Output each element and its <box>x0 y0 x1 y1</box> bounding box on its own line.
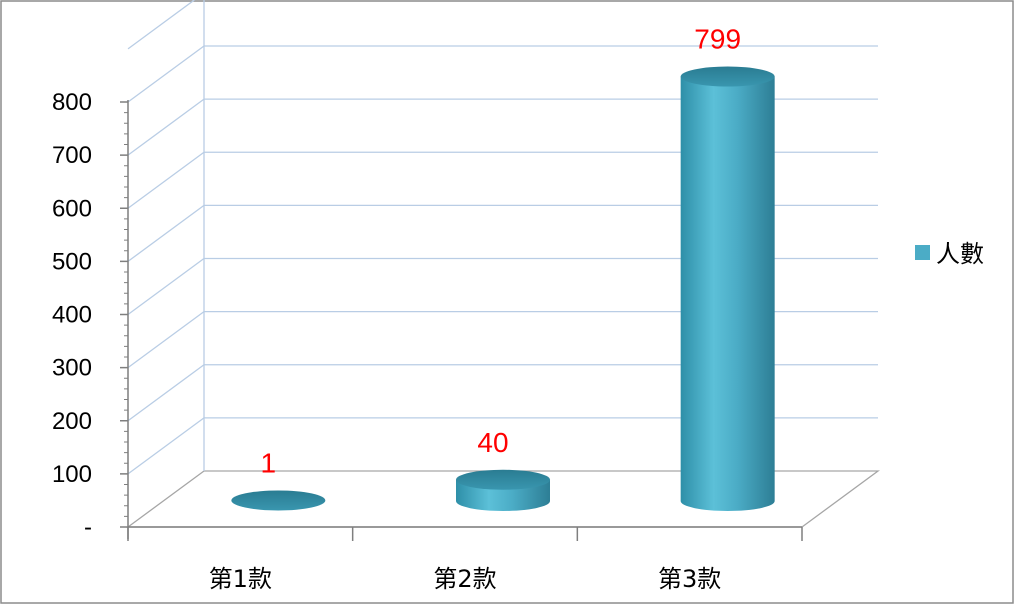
legend: 人數 <box>915 240 984 268</box>
x-tick-label: 第2款 <box>433 565 496 593</box>
data-label: 799 <box>694 24 741 55</box>
gridline-side <box>127 204 205 262</box>
y-tick-label: 700 <box>52 142 92 169</box>
data-label: 1 <box>261 447 277 478</box>
gridline-side <box>127 364 205 422</box>
y-tick-label: 200 <box>52 408 92 435</box>
bar <box>680 66 775 512</box>
x-tick-label: 第3款 <box>658 565 721 593</box>
legend-label: 人數 <box>936 240 984 268</box>
gridline-side <box>127 257 205 316</box>
bar-top <box>231 490 326 511</box>
gridline-side <box>127 417 205 475</box>
gridline-side <box>127 45 205 103</box>
data-label: 40 <box>477 427 508 458</box>
legend-swatch <box>915 245 930 260</box>
y-tick-label: 600 <box>52 195 92 222</box>
gridline-side <box>127 98 205 156</box>
bar <box>231 490 326 511</box>
bar <box>456 469 550 511</box>
gridline-side <box>127 0 196 50</box>
bar-body <box>680 76 775 512</box>
y-tick-label: 400 <box>52 302 92 329</box>
gridline-side <box>127 151 205 209</box>
bar-top <box>456 469 550 490</box>
y-tick-label: 500 <box>52 248 92 275</box>
y-tick-label: 100 <box>52 461 92 488</box>
y-tick-label: 300 <box>52 355 92 382</box>
x-tick-label: 第1款 <box>209 565 272 593</box>
y-tick-label: 800 <box>52 89 92 116</box>
bar-top <box>680 66 775 87</box>
gridline-side <box>127 311 205 369</box>
y-tick-label: - <box>84 514 92 541</box>
